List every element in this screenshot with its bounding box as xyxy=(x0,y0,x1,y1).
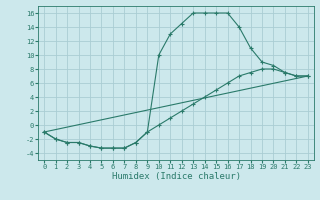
X-axis label: Humidex (Indice chaleur): Humidex (Indice chaleur) xyxy=(111,172,241,181)
